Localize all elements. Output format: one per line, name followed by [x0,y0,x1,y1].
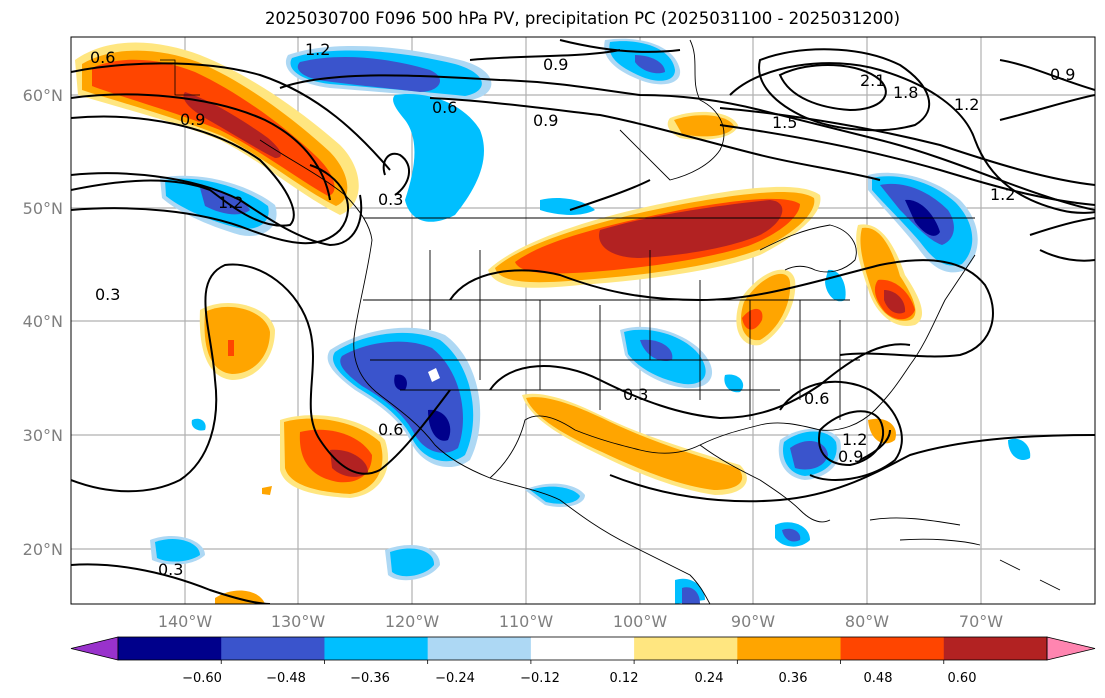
contour-label: 0.6 [378,420,403,439]
contour-label: 2.1 [860,71,885,90]
lon-label: 110°W [499,612,554,631]
colorbar-segment [530,637,635,660]
contour-label: 1.5 [772,113,797,132]
latitude-labels: 60°N 50°N 40°N 30°N 20°N [23,86,63,559]
precip-negative-southwest [327,327,481,468]
precip-positive-northeast [825,224,923,326]
precip-negative-northwest [160,45,492,236]
colorbar-tick-label: −0.48 [266,671,306,686]
precip-negative-texas [620,326,744,393]
contour-label: 1.2 [954,95,979,114]
precip-positive-central [488,186,821,288]
lat-label: 40°N [23,312,63,331]
colorbar-tick-label: −0.24 [435,671,475,686]
colorbar-extend-min [70,636,119,661]
precip-small-patches [150,418,1031,604]
contour-label: 1.2 [990,185,1015,204]
precip-positive-alaska [75,42,359,215]
colorbar-tick-label: −0.60 [182,671,222,686]
contour-label: 0.9 [533,111,558,130]
colorbar-segment [943,637,1048,660]
contour-label: 1.2 [218,193,243,212]
colorbar-segment [221,637,325,660]
colorbar-segment [118,637,222,660]
colorbar-tick-label: 0.12 [610,671,639,686]
colorbar-segment [737,637,842,660]
colorbar-tick-label: −0.12 [520,671,560,686]
map-plot-area: 0.6 1.2 0.9 0.6 0.9 0.9 1.5 1.8 2.1 1.2 … [71,37,1095,604]
gridlines [71,37,1095,604]
lon-label: 80°W [845,612,889,631]
colorbar-tick-label: 0.24 [695,671,724,686]
colorbar-frame [117,636,1048,661]
colorbar-segment [427,637,532,660]
contour-labels: 0.6 1.2 0.9 0.6 0.9 0.9 1.5 1.8 2.1 1.2 … [90,40,1075,579]
precip-positive-gulf [522,393,747,495]
contour-label: 0.3 [95,285,120,304]
coastlines-borders [160,39,1061,604]
colorbar-tick-label: 0.36 [779,671,808,686]
lat-label: 20°N [23,540,63,559]
precip-negative-quebec [868,172,978,273]
contour-label: 1.8 [893,83,918,102]
contour-label: 1.2 [305,40,330,59]
lat-label: 60°N [23,86,63,105]
precip-negative-florida [778,418,896,480]
precip-fill-layer [75,38,1031,604]
colorbar-segment [840,637,945,660]
map-frame [70,36,1096,605]
colorbar-tick-label: 0.60 [948,671,977,686]
lon-label: 140°W [158,612,213,631]
colorbar-ticks: −0.60 −0.48 −0.36 −0.24 −0.12 0.12 0.24 … [182,671,976,686]
contour-label: 0.6 [804,389,829,408]
lon-label: 90°W [731,612,775,631]
colorbar-segment [634,637,738,660]
map-title: 2025030700 F096 500 hPa PV, precipitatio… [264,9,901,28]
contour-label: 0.3 [158,560,183,579]
lon-label: 130°W [271,612,326,631]
contour-label: 0.3 [378,190,403,209]
colorbar-segment [324,637,429,660]
contour-label: 0.9 [180,110,205,129]
colorbar-tick-label: −0.36 [350,671,390,686]
lat-label: 50°N [23,199,63,218]
pv-contours [71,39,1095,604]
lon-label: 100°W [613,612,668,631]
lon-label: 120°W [385,612,440,631]
contour-label: 0.9 [543,55,568,74]
contour-label: 0.9 [838,447,863,466]
contour-label: 0.6 [90,48,115,67]
lat-label: 30°N [23,426,63,445]
contour-label: 1.2 [842,430,867,449]
colorbar-tick-label: 0.48 [864,671,893,686]
contour-label: 0.3 [623,385,648,404]
lon-label: 70°W [959,612,1003,631]
contour-label: 0.9 [1050,65,1075,84]
longitude-labels: 140°W 130°W 120°W 110°W 100°W 90°W 80°W … [158,612,1003,631]
contour-label: 0.6 [432,98,457,117]
colorbar [70,636,1096,664]
colorbar-extend-max [1046,636,1096,661]
